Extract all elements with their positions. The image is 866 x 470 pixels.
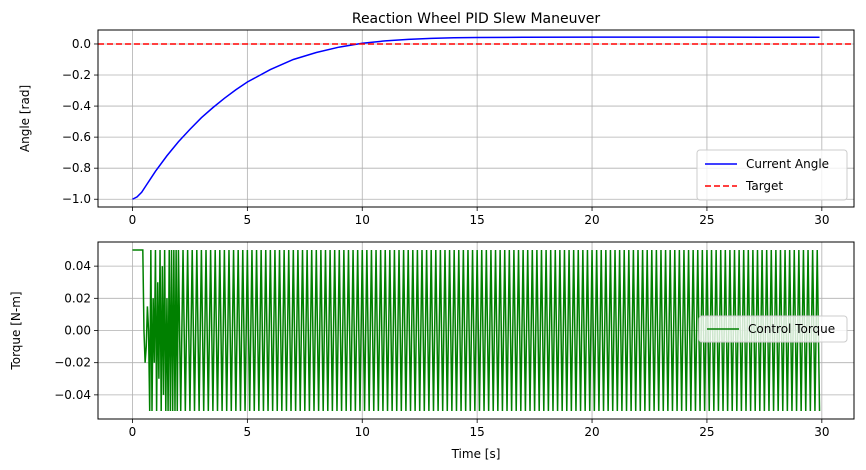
- angle-y-tick-label: −1.0: [62, 192, 91, 206]
- torque-axes: 0 5 10 15 20 25 30 −0.04 −0.02 0.00 0.02 0.04 Time …: [9, 241, 855, 461]
- torque-y-tick-label: 0.04: [64, 259, 91, 273]
- angle-x-tick-label: 25: [699, 213, 714, 227]
- torque-y-tick-label: −0.04: [54, 388, 91, 402]
- angle-axes: 0 5 10 15 20 25 30 −1.0 −0.8 −0.6 −0.4 −0.2 0.0 Reac…: [18, 11, 855, 227]
- angle-y-tick-label: −0.8: [62, 161, 91, 175]
- torque-x-tick-label: 15: [470, 425, 485, 439]
- torque-x-axis-label: Time [s]: [451, 447, 501, 461]
- legend-control-torque-label: Control Torque: [748, 322, 835, 336]
- control-torque-line: [132, 249, 821, 411]
- angle-y-tick-label: 0.0: [72, 37, 91, 51]
- torque-ticks: 0 5 10 15 20 25 30 −0.04 −0.02 0.00 0.02 0.04: [54, 259, 829, 439]
- torque-y-tick-label: −0.02: [54, 356, 91, 370]
- chart-title: Reaction Wheel PID Slew Maneuver: [352, 11, 601, 27]
- angle-x-tick-label: 20: [584, 213, 599, 227]
- torque-series: [132, 249, 821, 411]
- angle-y-axis-label: Angle [rad]: [18, 85, 32, 152]
- legend-target-label: Target: [745, 179, 783, 193]
- angle-x-tick-label: 5: [244, 213, 252, 227]
- angle-legend: Current Angle Target: [696, 149, 848, 201]
- torque-x-tick-label: 25: [699, 425, 714, 439]
- torque-x-tick-label: 10: [355, 425, 370, 439]
- angle-grid: [98, 30, 854, 207]
- torque-x-tick-label: 0: [129, 425, 137, 439]
- torque-legend: Control Torque: [698, 315, 848, 343]
- angle-x-tick-label: 0: [129, 213, 137, 227]
- torque-x-tick-label: 5: [244, 425, 252, 439]
- angle-x-tick-label: 30: [814, 213, 829, 227]
- angle-plot-frame: [97, 29, 855, 208]
- torque-y-axis-label: Torque [N-m]: [9, 291, 23, 370]
- angle-y-tick-label: −0.6: [62, 130, 91, 144]
- angle-series: [98, 36, 854, 200]
- angle-legend-box: [696, 149, 848, 201]
- torque-y-tick-label: 0.02: [64, 291, 91, 305]
- angle-x-tick-label: 10: [355, 213, 370, 227]
- legend-current-angle-label: Current Angle: [746, 157, 829, 171]
- torque-x-tick-label: 30: [814, 425, 829, 439]
- torque-legend-box: [698, 315, 848, 343]
- angle-y-tick-label: −0.2: [62, 68, 91, 82]
- angle-x-tick-label: 15: [470, 213, 485, 227]
- angle-y-tick-label: −0.4: [62, 99, 91, 113]
- torque-x-tick-label: 20: [584, 425, 599, 439]
- torque-plot-frame: [97, 241, 855, 420]
- angle-ticks: 0 5 10 15 20 25 30 −1.0 −0.8 −0.6 −0.4 −0.2 0.0: [62, 37, 830, 227]
- current-angle-line: [132, 36, 820, 200]
- torque-y-tick-label: 0.00: [64, 324, 91, 338]
